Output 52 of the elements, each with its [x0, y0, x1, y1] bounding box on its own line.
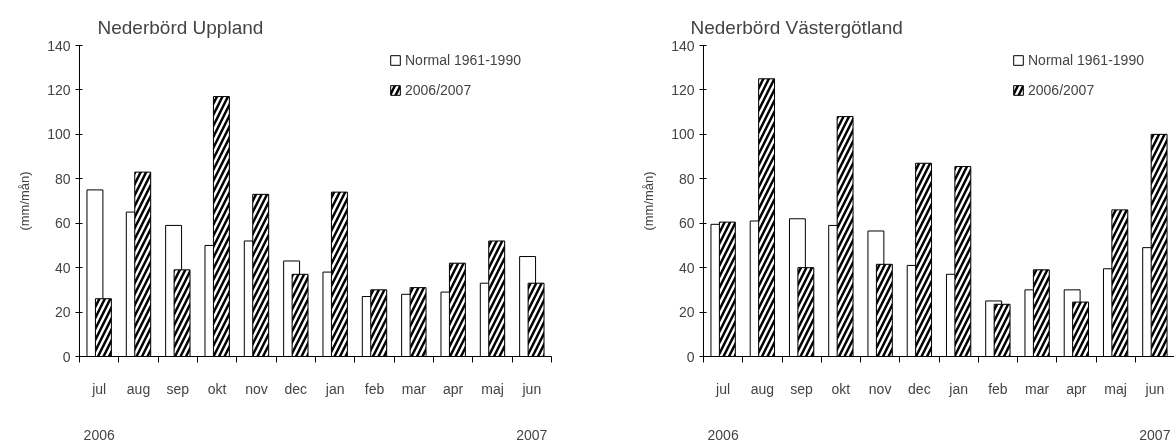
legend-label: 2006/2007 [405, 81, 473, 99]
x-tick-label: dec [284, 380, 308, 397]
x-tick-label: jul [715, 380, 731, 397]
y-tick-label: 60 [678, 215, 695, 232]
x-tick-label: sep [166, 380, 190, 397]
x-tick-label: apr [443, 380, 464, 397]
x-tick-label: sep [790, 380, 814, 397]
y-tick-label: 100 [671, 126, 695, 143]
x-tick-label: aug [750, 380, 775, 397]
y-tick-label: 0 [62, 348, 71, 365]
y-tick-label: 80 [54, 170, 71, 187]
x-tick-label: okt [207, 380, 227, 397]
x-tick-label: jan [948, 380, 968, 397]
x-tick-label: jan [324, 380, 345, 397]
legend-label: Normal 1961-1990 [405, 51, 522, 69]
x-tick-label: jun [521, 380, 542, 397]
x-tick-label: maj [481, 380, 504, 397]
text: 2007 [516, 426, 548, 442]
y-tick-label: 40 [54, 259, 71, 276]
y-tick-label: 20 [54, 304, 71, 321]
x-tick-label: nov [868, 380, 892, 397]
x-tick-label: dec [908, 380, 931, 397]
legend-label: 2006/2007 [1028, 81, 1096, 99]
x-tick-label: nov [245, 380, 268, 397]
y-tick-label: 140 [47, 37, 71, 54]
chart-title: Nederbörd Uppland [97, 17, 264, 38]
x-tick-label: maj [1104, 380, 1127, 397]
x-tick-label: feb [988, 380, 1008, 397]
x-tick-label: aug [126, 380, 151, 397]
x-tick-label: mar [401, 380, 427, 397]
y-tick-label: 40 [678, 259, 695, 276]
text: 2006 [83, 426, 115, 442]
y-tick-label: 60 [54, 215, 71, 232]
y-tick-label: 140 [671, 37, 695, 54]
y-tick-label: 0 [686, 348, 695, 365]
legend-label: Normal 1961-1990 [1028, 51, 1145, 69]
y-tick-label: 120 [671, 81, 695, 98]
y-tick-label: 20 [678, 304, 695, 321]
x-tick-label: apr [1066, 380, 1087, 397]
y-axis-title: (mm/mån) [641, 171, 657, 231]
x-tick-label: mar [1025, 380, 1050, 397]
y-tick-label: 120 [47, 81, 71, 98]
chart-title: Nederbörd Västergötland [690, 17, 903, 38]
y-tick-label: 100 [47, 126, 71, 143]
y-tick-label: 80 [678, 170, 695, 187]
text: 2007 [1139, 426, 1171, 442]
y-axis-title: (mm/mån) [17, 171, 33, 231]
x-tick-label: okt [831, 380, 851, 397]
x-tick-label: feb [364, 380, 385, 397]
text: 2006 [707, 426, 739, 442]
x-tick-label: jul [91, 380, 107, 397]
x-tick-label: jun [1144, 380, 1165, 397]
